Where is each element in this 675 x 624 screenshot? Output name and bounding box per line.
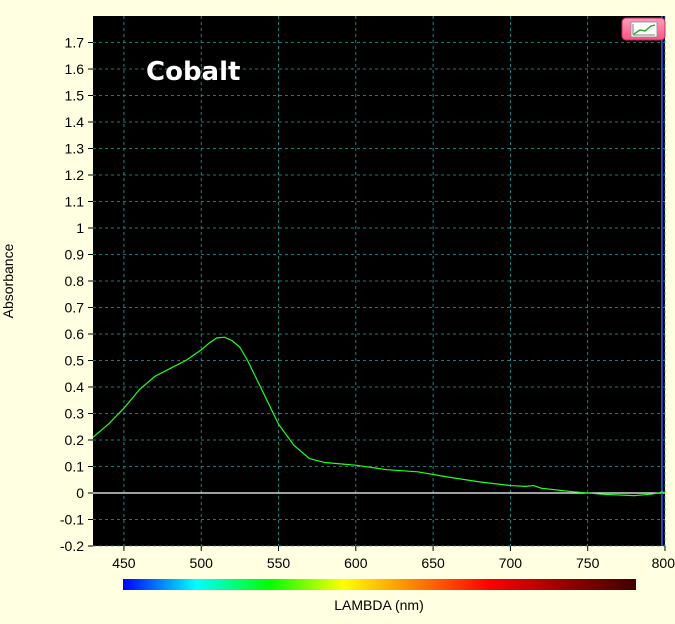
chart-options-icon	[630, 21, 658, 38]
x-tick-label: 650	[421, 555, 445, 571]
x-tick-labels: 450 500 550 600 650 700 750 800	[112, 555, 675, 571]
chart-title: Cobalt	[146, 57, 240, 87]
wavelength-colorbar	[123, 579, 636, 590]
y-tick-label: -0.2	[60, 538, 84, 554]
x-tick-label: 800	[652, 555, 675, 571]
y-tick-label: 0.2	[65, 432, 85, 448]
y-tick-label: 0.7	[65, 300, 85, 316]
y-tick-label: 1.7	[65, 35, 85, 51]
y-tick-label: 1.1	[65, 194, 85, 210]
y-tick-label: 0.6	[65, 326, 85, 342]
y-tick-labels: -0.2 -0.1 0 0.1 0.2 0.3 0.4 0.5 0.6 0.7 0.8 0.9 1 1.1…	[60, 35, 84, 555]
y-tick-label: 1.2	[65, 167, 85, 183]
grid-lines	[93, 16, 666, 547]
y-tick-label: 1.4	[65, 114, 85, 130]
y-tick-label: 0.5	[65, 353, 85, 369]
y-tick-label: 0.8	[65, 273, 85, 289]
y-tick-label: 1.3	[65, 141, 85, 157]
y-tick-label: -0.1	[60, 512, 84, 528]
y-tick-label: 0	[76, 485, 84, 501]
x-tick-label: 500	[190, 555, 214, 571]
series-line-absorbance	[92, 336, 666, 497]
x-tick-label: 450	[112, 555, 136, 571]
x-tick-label: 750	[576, 555, 600, 571]
y-tick-label: 1	[76, 220, 84, 236]
y-axis-label: Absorbance	[0, 243, 16, 318]
axis-ticks	[88, 42, 666, 551]
x-axis-label: LAMBDA (nm)	[334, 597, 423, 613]
y-tick-label: 0.9	[65, 247, 85, 263]
y-tick-label: 1.6	[65, 61, 85, 77]
chart-options-button[interactable]	[621, 17, 666, 41]
x-tick-label: 700	[499, 555, 523, 571]
x-tick-label: 600	[344, 555, 368, 571]
y-tick-label: 1.5	[65, 88, 85, 104]
y-tick-label: 0.1	[65, 459, 85, 475]
x-tick-label: 550	[267, 555, 291, 571]
y-tick-label: 0.4	[65, 379, 85, 395]
y-tick-label: 0.3	[65, 406, 85, 422]
